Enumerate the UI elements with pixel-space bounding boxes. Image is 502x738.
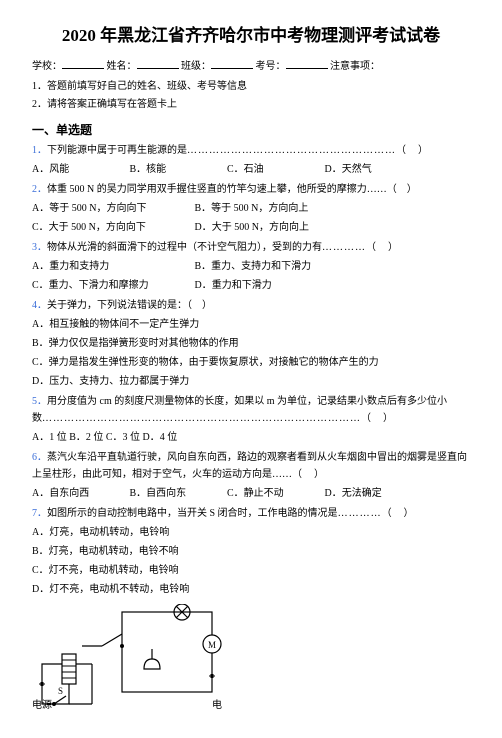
school-blank xyxy=(62,58,104,69)
dots: …………………………………………………（ ） xyxy=(187,145,429,156)
q3: 3．物体从光滑的斜面滑下的过程中（不计空气阻力），受到的力有…………（ ） xyxy=(32,239,470,256)
q2-stem: 体重 500 N 的吴力同学用双手握住竖直的竹竿匀速上攀，他所受的摩擦力……（ … xyxy=(47,184,417,195)
svg-text:S: S xyxy=(58,686,63,696)
examno-label: 考号： xyxy=(256,59,286,75)
q6-stem: 蒸汽火车沿平直轨道行驶，风向自东向西，路边的观察者看到从火车烟囱中冒出的烟雾是竖… xyxy=(32,452,467,480)
q3-opts-2: C．重力、下滑力和摩擦力 D．重力和下滑力 xyxy=(32,278,470,294)
q4: 4．关于弹力，下列说法错误的是：（ ） xyxy=(32,297,470,314)
q7-stem: 如图所示的自动控制电路中，当开关 S 闭合时，工作电路的情况是 xyxy=(47,508,338,519)
q2-c: C．大于 500 N，方向向下 xyxy=(32,220,192,236)
q2-opts-2: C．大于 500 N，方向向下 D．大于 500 N，方向向上 xyxy=(32,220,470,236)
q5-num: 5． xyxy=(32,396,47,407)
school-label: 学校： xyxy=(32,59,62,75)
q5-ans: A．1 位 B．2 位 C．3 位 D．4 位 xyxy=(32,430,470,446)
q4-num: 4． xyxy=(32,300,47,311)
meta-row: 学校： 姓名： 班级： 考号： 注意事项： xyxy=(32,58,470,75)
q3-a: A．重力和支持力 xyxy=(32,259,192,275)
q2-a: A．等于 500 N，方向向下 xyxy=(32,201,192,217)
q3-stem: 物体从光滑的斜面滑下的过程中（不计空气阻力），受到的力有 xyxy=(47,242,322,253)
q3-c: C．重力、下滑力和摩擦力 xyxy=(32,278,192,294)
dots: ……………………………………………………………………………（ ） xyxy=(42,413,394,424)
q1-c: C．石油 xyxy=(227,162,322,178)
name-label: 姓名： xyxy=(107,59,137,75)
q7-num: 7． xyxy=(32,508,47,519)
q1-opts: A．风能 B．核能 C．石油 D．天然气 xyxy=(32,162,470,178)
q6-num: 6． xyxy=(32,452,47,463)
q6-opts: A．自东向西 B．自西向东 C．静止不动 D．无法确定 xyxy=(32,486,470,502)
page-title: 2020 年黑龙江省齐齐哈尔市中考物理测评考试试卷 xyxy=(32,24,470,48)
q7: 7．如图所示的自动控制电路中，当开关 S 闭合时，工作电路的情况是…………（ ） xyxy=(32,505,470,522)
q6-d: D．无法确定 xyxy=(325,486,420,502)
q7-d: D．灯不亮，电动机不转动，电铃响 xyxy=(32,582,470,598)
q3-d: D．重力和下滑力 xyxy=(195,278,355,294)
power-label-1: 电源 xyxy=(32,698,52,714)
q2-d: D．大于 500 N，方向向上 xyxy=(195,220,355,236)
q4-a: A．相互接触的物体间不一定产生弹力 xyxy=(32,317,470,333)
q1: 1．下列能源中属于可再生能源的是…………………………………………………（ ） xyxy=(32,142,470,159)
q4-c: C．弹力是指发生弹性形变的物体，由于要恢复原状，对接触它的物体产生的力 xyxy=(32,355,470,371)
name-blank xyxy=(137,58,179,69)
dots: …………（ ） xyxy=(338,508,415,519)
q1-d: D．天然气 xyxy=(325,162,420,178)
note-1: 1．答题前填写好自己的姓名、班级、考号等信息 xyxy=(32,79,470,95)
q2-b: B．等于 500 N，方向向上 xyxy=(195,201,355,217)
q2-opts-1: A．等于 500 N，方向向下 B．等于 500 N，方向向上 xyxy=(32,201,470,217)
q4-d: D．压力、支持力、拉力都属于弹力 xyxy=(32,374,470,390)
class-label: 班级： xyxy=(181,59,211,75)
q6-b: B．自西向东 xyxy=(130,486,225,502)
dots: （ ） xyxy=(292,469,325,480)
q1-b: B．核能 xyxy=(130,162,225,178)
class-blank xyxy=(211,58,253,69)
q1-num: 1． xyxy=(32,145,47,156)
note-2: 2．请将答案正确填写在答题卡上 xyxy=(32,97,470,113)
dots: …………（ ） xyxy=(322,242,399,253)
q6-a: A．自东向西 xyxy=(32,486,127,502)
q3-num: 3． xyxy=(32,242,47,253)
q2: 2．体重 500 N 的吴力同学用双手握住竖直的竹竿匀速上攀，他所受的摩擦力……… xyxy=(32,181,470,198)
q1-stem: 下列能源中属于可再生能源的是 xyxy=(47,145,187,156)
circuit-svg: M S xyxy=(32,604,222,714)
q4-b: B．弹力仅仅是指弹簧形变时对其他物体的作用 xyxy=(32,336,470,352)
q7-a: A．灯亮，电动机转动，电铃响 xyxy=(32,525,470,541)
examno-blank xyxy=(286,58,328,69)
q4-stem: 关于弹力，下列说法错误的是：（ ） xyxy=(47,300,212,311)
notice-label: 注意事项： xyxy=(330,59,380,75)
q5: 5．用分度值为 cm 的刻度尺测量物体的长度，如果以 m 为单位，记录结果小数点… xyxy=(32,393,470,427)
q3-b: B．重力、支持力和下滑力 xyxy=(195,259,355,275)
q2-num: 2． xyxy=(32,184,47,195)
power-label-2: 电 xyxy=(212,698,222,714)
svg-text:M: M xyxy=(208,640,216,650)
q6-c: C．静止不动 xyxy=(227,486,322,502)
q7-c: C．灯不亮，电动机转动，电铃响 xyxy=(32,563,470,579)
section-title: 一、单选题 xyxy=(32,121,470,140)
q3-opts-1: A．重力和支持力 B．重力、支持力和下滑力 xyxy=(32,259,470,275)
q1-a: A．风能 xyxy=(32,162,127,178)
q6: 6．蒸汽火车沿平直轨道行驶，风向自东向西，路边的观察者看到从火车烟囱中冒出的烟雾… xyxy=(32,449,470,483)
circuit-diagram: M S 电源 电 xyxy=(32,604,222,714)
q7-b: B．灯亮，电动机转动，电铃不响 xyxy=(32,544,470,560)
